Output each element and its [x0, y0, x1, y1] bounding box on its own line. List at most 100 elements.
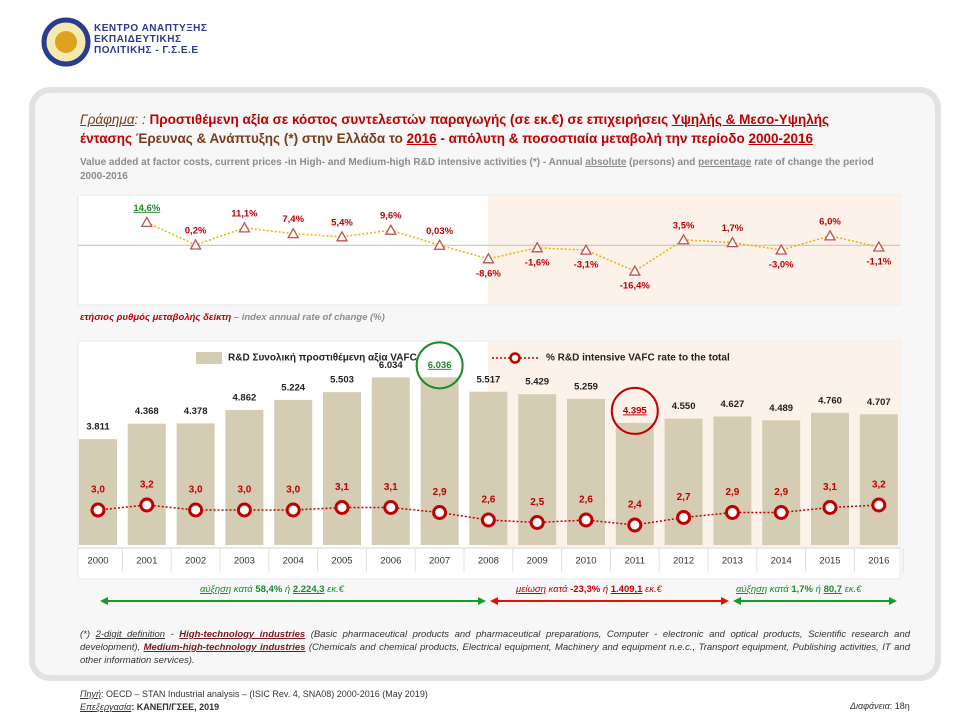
footnote-part: 2-digit definition — [95, 629, 166, 640]
footnote-part: - — [165, 629, 180, 640]
annotation-part: εκ.€ — [842, 584, 862, 595]
x-tick-label: 2007 — [429, 556, 450, 567]
label-part: – index annual rate of change (%) — [231, 312, 385, 323]
share-label: 2,4 — [628, 500, 642, 511]
share-label: 3,0 — [91, 485, 105, 496]
x-tick-label: 2009 — [527, 556, 548, 567]
rate-label: 1,7% — [722, 223, 744, 234]
logo-line: ΚΕΝΤΡΟ ΑΝΑΠΤΥΞΗΣ — [94, 23, 208, 34]
rate-label: -1,6% — [525, 257, 550, 268]
rate-label: -3,0% — [769, 260, 794, 271]
share-label: 2,9 — [725, 487, 739, 498]
title-part: Έρευνας & Ανάπτυξης (*) στην Ελλάδα το — [132, 131, 407, 146]
annotation-part: 1.409,1 — [610, 584, 643, 595]
subtitle-part: Value added at factor costs, current pri… — [80, 157, 586, 168]
rate-marker — [433, 238, 446, 250]
share-marker — [529, 515, 545, 530]
bar-label: 5.503 — [330, 375, 354, 386]
share-marker — [724, 505, 740, 520]
title-part: 2016 — [406, 131, 437, 146]
slide-text: : 18η — [889, 701, 910, 711]
bar-label: 5.517 — [477, 374, 501, 385]
rate-label: 14,6% — [133, 203, 160, 214]
arrow-head — [733, 597, 741, 605]
share-label: 2,9 — [433, 487, 447, 498]
bar-label: 3.811 — [86, 422, 110, 433]
share-label: 2,6 — [481, 495, 495, 506]
subtitle-part: rate of change the period 2000-2016 — [80, 157, 874, 182]
footnote-part: (Basic pharmaceutical products and pharm… — [80, 629, 911, 653]
share-marker — [627, 517, 643, 533]
share-marker — [578, 512, 594, 528]
share-marker — [480, 512, 496, 528]
bar — [664, 418, 703, 545]
share-marker — [773, 505, 789, 520]
share-label: 2,5 — [530, 497, 544, 508]
source-text: : ΚΑΝΕΠ/ΓΣΕΕ, 2019 — [131, 702, 220, 712]
share-marker — [139, 497, 155, 513]
rate-label: 6,0% — [819, 216, 841, 227]
bar-label: 4.707 — [867, 397, 891, 408]
annotation-part: ή — [600, 584, 611, 595]
bar-label: 4.760 — [818, 395, 842, 406]
share-label: 2,6 — [579, 495, 593, 506]
x-tick-label: 2004 — [283, 556, 304, 567]
share-label: 3,2 — [140, 480, 154, 491]
rate-label: -3,1% — [574, 260, 599, 271]
title-part: : : — [134, 112, 146, 127]
annotation-part: -23,3% — [570, 584, 601, 595]
annotation-part: αύξηση — [200, 584, 232, 595]
rate-label: -8,6% — [476, 268, 501, 279]
x-tick-label: 2001 — [136, 556, 157, 567]
subtitle-part: percentage — [698, 157, 752, 168]
rate-marker — [872, 240, 885, 252]
logo-line: ΕΚΠΑΙΔΕΥΤΙΚΗΣ — [94, 34, 182, 45]
legend-label: R&D Συνολική προστιθέμενη αξία VAFC — [228, 353, 417, 364]
legend-marker — [509, 352, 521, 364]
x-tick-label: 2011 — [625, 556, 645, 567]
rate-marker — [628, 264, 641, 276]
rate-label: -1,1% — [866, 257, 891, 268]
rate-label: -16,4% — [620, 281, 651, 292]
share-marker — [871, 497, 887, 513]
top-chart-label: ετήσιος ρυθμός μεταβολής δείκτη – index … — [80, 312, 385, 323]
logo-text: ΚΕΝΤΡΟ ΑΝΑΠΤΥΞΗΣ ΕΚΠΑΙΔΕΥΤΙΚΗΣ ΠΟΛΙΤΙΚΗΣ… — [94, 23, 207, 56]
share-marker — [236, 502, 252, 518]
bar-label: 4.378 — [184, 406, 208, 417]
bar-label: 5.429 — [525, 377, 549, 388]
bar — [274, 399, 313, 545]
x-tick-label: 2014 — [771, 556, 792, 567]
rate-marker — [482, 252, 495, 264]
highlight-circle — [415, 341, 464, 390]
rate-label: 7,4% — [282, 214, 304, 225]
share-label: 2,7 — [677, 492, 691, 503]
rate-label: 5,4% — [331, 217, 353, 228]
share-marker — [334, 500, 350, 515]
arrow-head — [490, 597, 498, 605]
annotation-part: 80,7 — [823, 584, 843, 595]
x-tick-label: 2016 — [868, 556, 889, 567]
rate-marker — [775, 243, 788, 255]
bar — [371, 377, 410, 545]
bar — [176, 423, 215, 545]
legend-swatch — [196, 352, 222, 364]
rate-marker — [823, 229, 837, 241]
logo-center — [55, 31, 77, 53]
annotation-part: ή — [282, 584, 293, 595]
subtitle-part: (persons) and — [626, 157, 699, 168]
annotation-part: ή — [813, 584, 824, 595]
source-label: Πηγή — [80, 689, 102, 699]
footnote-part: (*) — [80, 629, 96, 640]
arrow-head — [721, 597, 729, 605]
rate-marker — [335, 230, 349, 242]
footnote-part: Medium-high-technology industries — [143, 642, 306, 653]
x-tick-label: 2005 — [331, 556, 352, 567]
title-part: Προστιθέμενη αξία σε κόστος συντελεστών … — [145, 112, 672, 127]
annotation-part: μείωση — [516, 584, 546, 595]
share-marker — [188, 502, 204, 518]
share-label: 3,1 — [335, 482, 349, 493]
logo-line: ΠΟΛΙΤΙΚΗΣ - Γ.Σ.Ε.Ε — [94, 45, 199, 56]
rate-marker — [287, 227, 300, 239]
